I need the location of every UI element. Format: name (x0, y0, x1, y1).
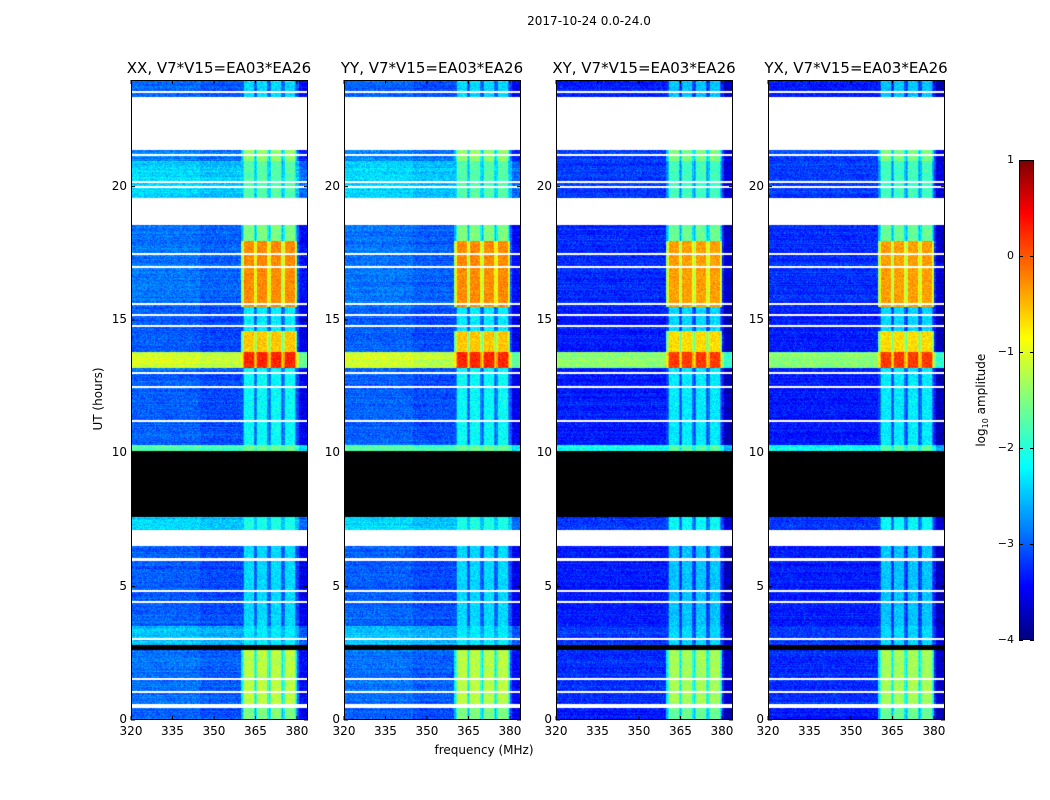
x-tick-label: 320 (544, 724, 568, 738)
heatmap-xx (132, 81, 307, 719)
y-tick-label: 0 (332, 712, 340, 726)
colorbar-tick-label: 1 (1007, 153, 1014, 166)
x-tick-label: 335 (586, 724, 609, 738)
panel-yy (344, 80, 521, 720)
colorbar-tick-label: −3 (997, 537, 1014, 550)
panel-title-yy: YY, V7*V15=EA03*EA26 (340, 59, 524, 77)
x-tick-label: 365 (457, 724, 480, 738)
heatmap-xy (557, 81, 732, 719)
x-tick-label: 350 (202, 724, 226, 738)
colorbar-tick-mark (1019, 640, 1034, 641)
y-tick-label: 0 (119, 712, 127, 726)
heatmap-yx (769, 81, 944, 719)
y-tick-label: 0 (544, 712, 552, 726)
panel-title-yx: YX, V7*V15=EA03*EA26 (764, 59, 948, 77)
x-tick-label: 380 (922, 724, 946, 738)
y-tick-label: 0 (756, 712, 764, 726)
x-tick-label: 365 (881, 724, 904, 738)
colorbar-tick-mark (1019, 352, 1034, 353)
colorbar-tick-label: −1 (997, 345, 1014, 358)
x-tick-label: 335 (374, 724, 397, 738)
colorbar-tick-mark (1019, 256, 1034, 257)
y-tick-label: 10 (536, 445, 552, 460)
y-tick-label: 15 (536, 312, 552, 326)
colorbar (1019, 160, 1034, 640)
y-axis-label: UT (hours) (91, 367, 105, 431)
x-tick-label: 350 (627, 724, 651, 738)
figure-title: 2017-10-24 0.0-24.0 (527, 14, 651, 28)
panel-title-xy: XY, V7*V15=EA03*EA26 (552, 59, 736, 77)
y-tick-label: 5 (119, 578, 127, 593)
colorbar-label-sub: 10 (981, 418, 991, 429)
y-tick-label: 15 (111, 312, 127, 326)
panel-yx (768, 80, 945, 720)
x-tick-label: 380 (285, 724, 309, 738)
y-tick-label: 20 (536, 178, 552, 193)
x-tick-label: 365 (244, 724, 267, 738)
x-tick-label: 320 (756, 724, 780, 738)
y-tick-label: 5 (756, 578, 764, 593)
x-tick-label: 320 (119, 724, 143, 738)
y-tick-label: 10 (324, 445, 340, 460)
y-tick-label: 5 (332, 578, 340, 593)
colorbar-tick-mark (1019, 448, 1034, 449)
colorbar-tick-label: −2 (997, 441, 1014, 454)
colorbar-label: log10 amplitude (974, 348, 990, 452)
panel-xx (131, 80, 308, 720)
colorbar-label-log: log (973, 428, 988, 447)
x-axis-label: frequency (MHz) (434, 743, 534, 757)
y-tick-label: 5 (544, 578, 552, 593)
y-tick-label: 10 (111, 445, 127, 460)
colorbar-tick-mark (1019, 160, 1034, 161)
y-tick-label: 20 (111, 178, 127, 193)
y-tick-label: 20 (748, 178, 764, 193)
colorbar-tick-mark (1019, 544, 1034, 545)
panel-title-xx: XX, V7*V15=EA03*EA26 (126, 59, 312, 77)
x-tick-label: 350 (839, 724, 863, 738)
x-tick-label: 335 (161, 724, 184, 738)
panel-xy (556, 80, 733, 720)
y-tick-label: 15 (748, 312, 764, 326)
y-tick-label: 10 (748, 445, 764, 460)
y-tick-label: 20 (324, 178, 340, 193)
x-tick-label: 350 (415, 724, 439, 738)
heatmap-yy (345, 81, 520, 719)
x-tick-label: 380 (710, 724, 734, 738)
colorbar-tick-label: 0 (1007, 249, 1014, 262)
colorbar-tick-label: −4 (997, 633, 1014, 646)
colorbar-label-text: amplitude (973, 353, 988, 415)
x-tick-label: 380 (498, 724, 522, 738)
x-tick-label: 320 (332, 724, 356, 738)
x-tick-label: 335 (798, 724, 821, 738)
x-tick-label: 365 (669, 724, 692, 738)
y-tick-label: 15 (324, 312, 340, 326)
